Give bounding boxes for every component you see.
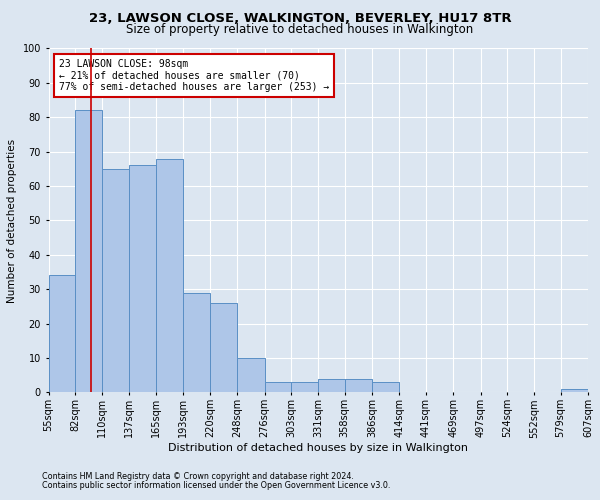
Bar [265, 382, 291, 392]
Bar [372, 382, 400, 392]
Bar [291, 382, 318, 392]
Bar [75, 110, 102, 392]
Y-axis label: Number of detached properties: Number of detached properties [7, 138, 17, 302]
Text: Contains public sector information licensed under the Open Government Licence v3: Contains public sector information licen… [42, 481, 391, 490]
Bar [128, 166, 156, 392]
Bar [102, 169, 128, 392]
Text: Contains HM Land Registry data © Crown copyright and database right 2024.: Contains HM Land Registry data © Crown c… [42, 472, 354, 481]
Text: 23 LAWSON CLOSE: 98sqm
← 21% of detached houses are smaller (70)
77% of semi-det: 23 LAWSON CLOSE: 98sqm ← 21% of detached… [59, 59, 329, 92]
Bar [560, 389, 588, 392]
Bar [184, 292, 210, 392]
Bar [318, 378, 344, 392]
Bar [210, 303, 237, 392]
Bar [49, 276, 75, 392]
X-axis label: Distribution of detached houses by size in Walkington: Distribution of detached houses by size … [168, 443, 468, 453]
Bar [344, 378, 372, 392]
Text: Size of property relative to detached houses in Walkington: Size of property relative to detached ho… [127, 22, 473, 36]
Bar [156, 158, 184, 392]
Bar [237, 358, 265, 392]
Text: 23, LAWSON CLOSE, WALKINGTON, BEVERLEY, HU17 8TR: 23, LAWSON CLOSE, WALKINGTON, BEVERLEY, … [89, 12, 511, 26]
